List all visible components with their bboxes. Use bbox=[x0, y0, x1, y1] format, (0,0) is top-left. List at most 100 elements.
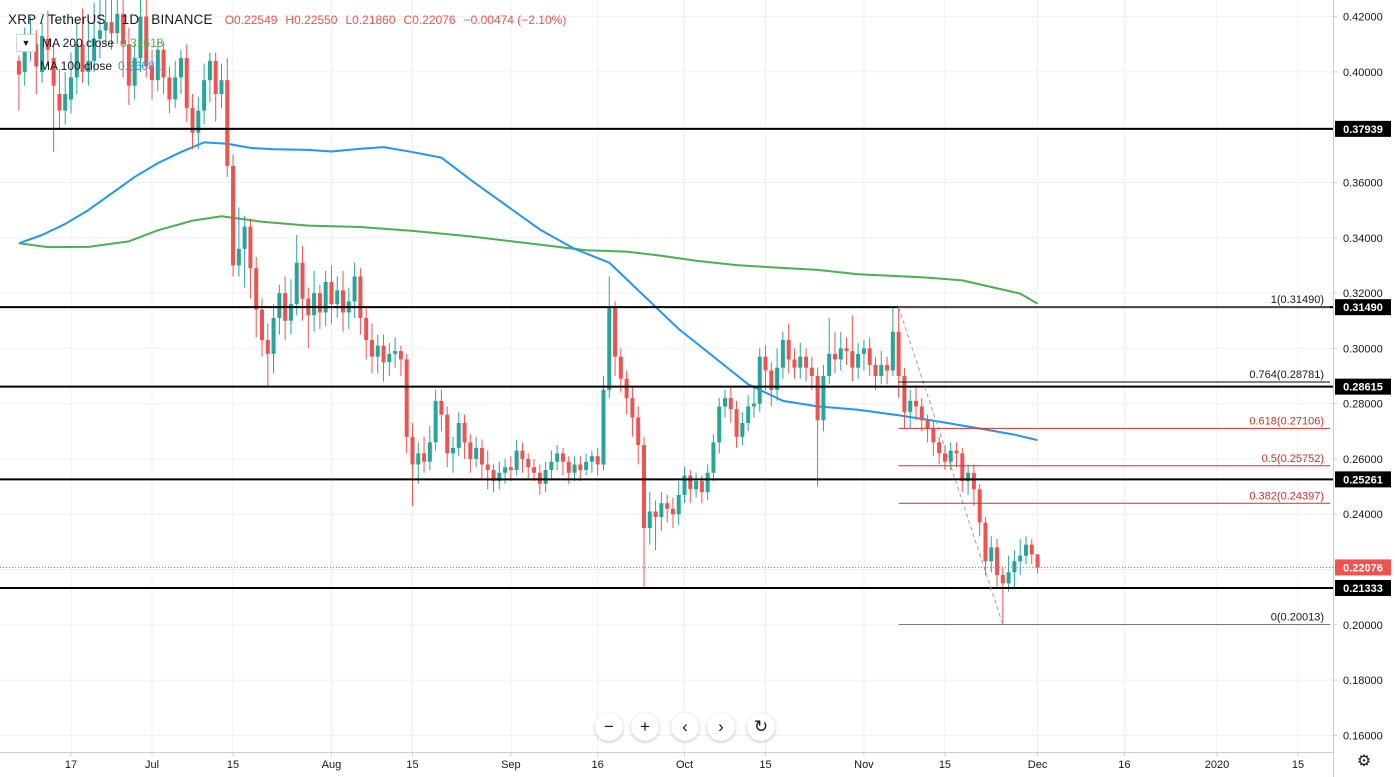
gear-icon[interactable]: ⚙ bbox=[1356, 753, 1372, 770]
candle-body bbox=[537, 472, 542, 484]
candle-body bbox=[971, 472, 976, 490]
candle-body bbox=[757, 356, 762, 404]
candle-body bbox=[468, 442, 473, 459]
ma200-path bbox=[18, 215, 1039, 305]
candle-body bbox=[630, 398, 635, 418]
candle-body bbox=[1023, 544, 1028, 556]
candle-body bbox=[335, 290, 340, 305]
candlestick-series bbox=[16, 0, 1040, 625]
price-badge-label: 0.37939 bbox=[1343, 124, 1383, 136]
candle-body bbox=[717, 406, 722, 443]
candle-body bbox=[196, 110, 201, 133]
candle-body bbox=[341, 290, 346, 313]
candle-body bbox=[989, 547, 994, 562]
candle-body bbox=[1035, 554, 1040, 568]
candle-body bbox=[850, 351, 855, 368]
ma100-path bbox=[18, 141, 1038, 442]
indicator-ma200[interactable]: ▼ MA 200 close 0.31618 bbox=[16, 31, 566, 54]
time-tick-label: Jul bbox=[145, 759, 159, 771]
symbol-header: XRP / TetherUS 1D BINANCE O0.22549 H0.22… bbox=[8, 8, 566, 31]
candle-body bbox=[589, 456, 594, 462]
candle-body bbox=[219, 80, 224, 94]
candle-body bbox=[271, 317, 276, 354]
candle-body bbox=[126, 44, 131, 86]
price-badge-label: 0.25261 bbox=[1343, 474, 1383, 486]
chart-navigation: − + ‹ › ↻ bbox=[595, 713, 783, 741]
candle-body bbox=[555, 453, 560, 462]
candle-body bbox=[670, 508, 675, 515]
interval-label[interactable]: 1D bbox=[121, 12, 140, 27]
zoom-in-button[interactable]: + bbox=[631, 713, 659, 741]
candle-body bbox=[543, 470, 548, 484]
candle-body bbox=[456, 423, 461, 448]
candle-body bbox=[809, 367, 814, 376]
price-tick-label: 0.32000 bbox=[1343, 288, 1383, 300]
candle-body bbox=[966, 472, 971, 482]
candle-body bbox=[150, 66, 155, 81]
candle-body bbox=[57, 94, 62, 111]
scroll-right-button[interactable]: › bbox=[707, 713, 735, 741]
time-tick-label: 16 bbox=[1118, 759, 1130, 771]
candle-body bbox=[236, 248, 241, 266]
candle-body bbox=[746, 406, 751, 423]
candle-body bbox=[624, 378, 629, 399]
candle-body bbox=[265, 340, 270, 354]
candle-body bbox=[479, 447, 484, 465]
candle-body bbox=[925, 420, 930, 429]
candle-body bbox=[699, 481, 704, 493]
indicator-name: MA 100 close bbox=[40, 58, 113, 73]
time-tick-label: 15 bbox=[227, 759, 239, 771]
high-value: H0.22550 bbox=[285, 12, 338, 27]
price-tick-label: 0.30000 bbox=[1343, 343, 1383, 355]
candle-body bbox=[867, 348, 872, 365]
price-tick-label: 0.34000 bbox=[1343, 233, 1383, 245]
candle-body bbox=[254, 268, 259, 310]
change-value: −0.00474 (−2.10%) bbox=[463, 12, 567, 27]
candle-body bbox=[242, 226, 247, 249]
indicator-ma100[interactable]: MA 100 close 0.26681 bbox=[16, 54, 566, 77]
price-badge bbox=[1335, 299, 1391, 316]
fib-level-label: 1(0.31490) bbox=[1271, 294, 1324, 306]
candle-body bbox=[879, 364, 884, 376]
horizontal-levels[interactable] bbox=[0, 127, 1333, 589]
candle-body bbox=[890, 331, 895, 371]
time-tick-label: 17 bbox=[65, 759, 77, 771]
close-value: C0.22076 bbox=[403, 12, 456, 27]
chevron-down-icon[interactable]: ▼ bbox=[16, 33, 36, 52]
price-tick-label: 0.18000 bbox=[1343, 675, 1383, 687]
exchange-label: BINANCE bbox=[151, 12, 213, 27]
candle-body bbox=[566, 461, 571, 473]
candle-body bbox=[508, 467, 513, 470]
candle-body bbox=[763, 356, 768, 371]
candle-body bbox=[323, 282, 328, 313]
fib-level-label: 0.382(0.24397) bbox=[1249, 490, 1324, 502]
candle-body bbox=[404, 359, 409, 437]
candle-body bbox=[873, 364, 878, 376]
candle-body bbox=[572, 464, 577, 473]
candle-body bbox=[647, 511, 652, 529]
candle-body bbox=[1006, 572, 1011, 584]
candle-body bbox=[1018, 555, 1023, 562]
candle-body bbox=[815, 376, 820, 421]
reset-chart-button[interactable]: ↻ bbox=[747, 713, 775, 741]
time-tick-label: 16 bbox=[592, 759, 604, 771]
candle-body bbox=[977, 489, 982, 523]
time-tick-label: Aug bbox=[322, 759, 342, 771]
candle-body bbox=[288, 304, 293, 321]
scroll-left-button[interactable]: ‹ bbox=[671, 713, 699, 741]
candle-body bbox=[641, 445, 646, 529]
candle-body bbox=[1000, 575, 1005, 584]
candle-body bbox=[931, 428, 936, 443]
zoom-out-button[interactable]: − bbox=[595, 713, 623, 741]
ma200-line bbox=[18, 215, 1039, 305]
candle-body bbox=[908, 400, 913, 412]
symbol-name[interactable]: XRP / TetherUS bbox=[8, 12, 106, 27]
candle-body bbox=[798, 356, 803, 368]
fibonacci-retracement[interactable]: 1(0.31490) 0.764(0.28781) 0.618(0.27106) 0.… bbox=[898, 294, 1330, 625]
candle-body bbox=[613, 306, 618, 357]
candle-body bbox=[369, 340, 374, 357]
candle-body bbox=[1012, 561, 1017, 573]
candle-body bbox=[352, 276, 357, 302]
